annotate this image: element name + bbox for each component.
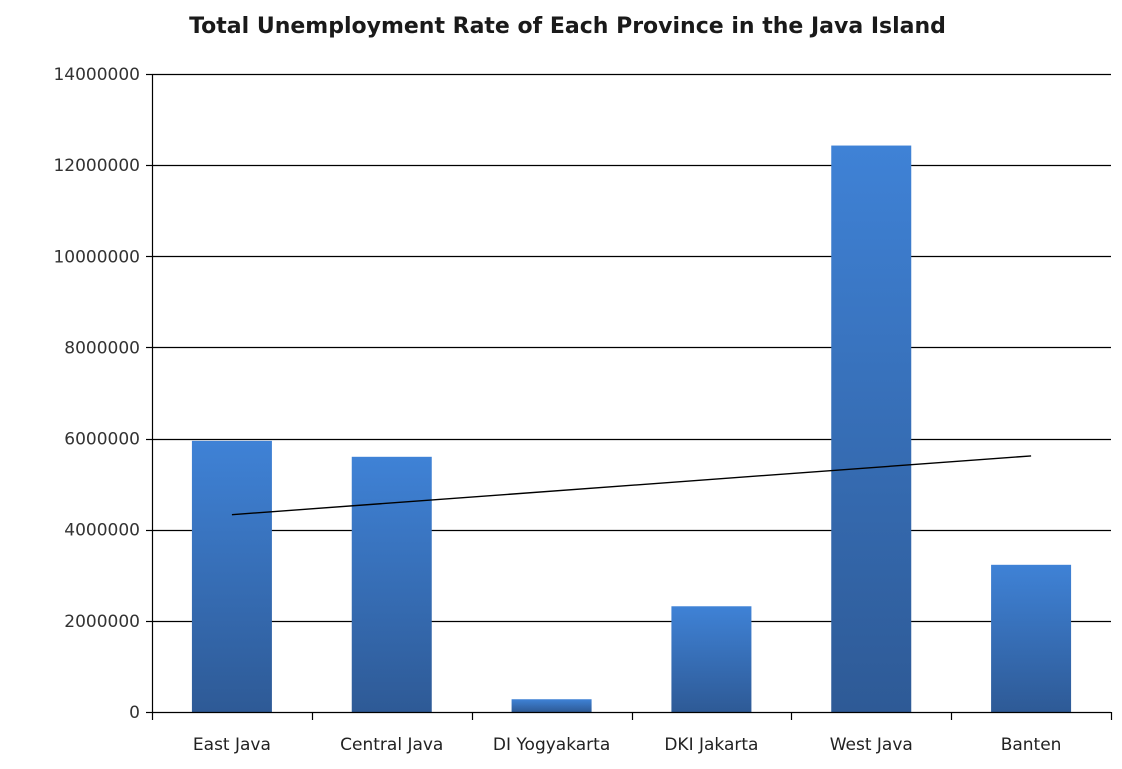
x-tick-label: Banten [1001,735,1062,755]
bar-di-yogyakarta [511,699,592,712]
gridlines [152,73,1111,623]
y-axis-tick-labels: 0 2000000 4000000 6000000 8000000 10000000 120… [53,65,140,723]
x-tick-label: Central Java [340,735,443,755]
x-tick-label: DI Yogyakarta [493,735,610,755]
bar-west-java [831,145,912,713]
trendline-group [231,455,1032,516]
x-axis-tick-labels: East Java Central Java DI Yogyakarta DKI Ja… [193,735,1062,755]
y-tick-label: 6000000 [64,430,140,450]
axes [146,73,1113,720]
y-tick-label: 14000000 [53,65,140,85]
bar-east-java [191,440,272,712]
bar-central-java [351,456,432,712]
bar-dki-jakarta [671,606,752,712]
x-tick-label: East Java [193,735,271,755]
y-tick-label: 4000000 [64,521,140,541]
y-tick-label: 0 [129,703,140,723]
y-tick-label: 8000000 [64,338,140,358]
bars [191,145,1072,713]
y-tick-label: 10000000 [53,247,140,267]
x-tick-label: West Java [830,735,913,755]
y-tick-label: 2000000 [64,612,140,632]
chart-title: Total Unemployment Rate of Each Province… [189,14,946,39]
bar-banten [991,564,1072,712]
y-tick-label: 12000000 [53,156,140,176]
x-tick-label: DKI Jakarta [664,735,758,755]
trendline [231,455,1032,516]
